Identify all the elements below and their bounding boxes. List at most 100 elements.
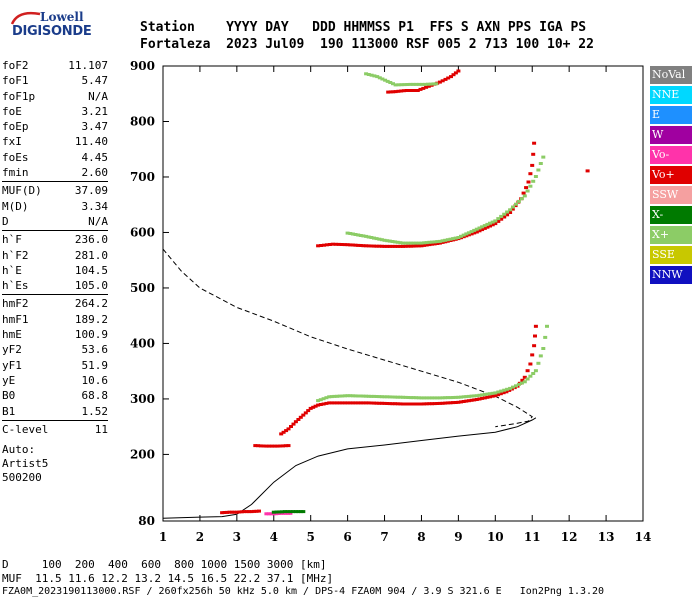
trace-point bbox=[387, 244, 392, 248]
trace-point bbox=[459, 234, 463, 238]
trace-series bbox=[364, 72, 439, 87]
trace-point bbox=[311, 405, 316, 409]
auto-program: Artist5 bbox=[2, 457, 49, 471]
trace-point bbox=[288, 510, 293, 514]
trace-point bbox=[440, 239, 445, 243]
x-tick-label: 7 bbox=[380, 530, 388, 544]
trace-point bbox=[480, 396, 485, 400]
trace-point bbox=[482, 393, 487, 396]
footer-muf: MUF 11.5 11.6 12.2 13.2 14.5 16.5 22.2 3… bbox=[2, 572, 334, 585]
trace-point bbox=[402, 83, 407, 87]
trace-point bbox=[485, 225, 490, 229]
trace-point bbox=[488, 395, 492, 399]
x-tick-label: 6 bbox=[343, 530, 351, 544]
trace-point bbox=[461, 395, 466, 399]
param-name: D bbox=[2, 214, 9, 228]
trace-point bbox=[286, 444, 291, 448]
param-row: M(D) 3.34 bbox=[2, 199, 108, 214]
trace-point bbox=[358, 394, 363, 398]
trace-point bbox=[453, 401, 458, 404]
param-name: MUF(D) bbox=[2, 184, 42, 198]
trace-point bbox=[358, 401, 363, 405]
trace-point bbox=[453, 395, 458, 399]
trace-point bbox=[385, 395, 390, 399]
trace-point bbox=[427, 240, 432, 244]
param-value: N/A bbox=[88, 89, 108, 103]
trace-point bbox=[413, 89, 417, 92]
trace-point bbox=[496, 393, 501, 397]
trace-point bbox=[456, 69, 461, 73]
trace-point bbox=[237, 510, 242, 514]
legend-item: NoVal bbox=[650, 66, 692, 84]
param-row: hmF1 189.2 bbox=[2, 312, 108, 327]
trace-point bbox=[425, 82, 430, 86]
trace-point bbox=[284, 429, 289, 433]
y-tick-label: 600 bbox=[130, 225, 155, 239]
legend-item: X+ bbox=[650, 226, 692, 244]
trace-point bbox=[406, 244, 411, 248]
trace-point bbox=[490, 394, 495, 398]
trace-point bbox=[293, 420, 298, 424]
trace-point bbox=[430, 242, 434, 246]
trace-point bbox=[416, 244, 421, 248]
trace-point bbox=[379, 238, 384, 242]
trace-point bbox=[411, 402, 416, 406]
trace-point bbox=[339, 243, 344, 246]
param-value: 189.2 bbox=[74, 312, 108, 326]
trace-point bbox=[390, 244, 395, 248]
trace-point bbox=[514, 384, 518, 388]
param-row: fxI 11.40 bbox=[2, 134, 108, 149]
y-tick-label: 900 bbox=[130, 59, 155, 73]
trace-point bbox=[316, 244, 321, 248]
trace-point bbox=[437, 241, 442, 245]
trace-point bbox=[440, 401, 445, 405]
param-row: foEs 4.45 bbox=[2, 150, 108, 165]
param-separator bbox=[2, 419, 108, 421]
trace-point bbox=[330, 242, 335, 246]
trace-point bbox=[430, 402, 434, 406]
trace-point bbox=[393, 395, 398, 399]
trace-point bbox=[321, 397, 326, 401]
param-row: hmF2 264.2 bbox=[2, 296, 108, 311]
parameter-table: foF2 11.107 foF1 5.47 foF1p N/A foE 3.21 foEp 3.4… bbox=[2, 58, 108, 485]
trace-point bbox=[253, 444, 258, 448]
trace-point bbox=[528, 374, 533, 378]
trace-point bbox=[395, 240, 400, 244]
trace-point bbox=[303, 411, 308, 415]
trace-series bbox=[271, 510, 306, 514]
trace-point bbox=[536, 361, 541, 365]
trace-point bbox=[385, 79, 390, 83]
trace-point bbox=[327, 401, 332, 405]
trace-point bbox=[406, 396, 411, 399]
trace-point bbox=[414, 396, 419, 400]
trace-point bbox=[374, 237, 379, 241]
trace-point bbox=[403, 244, 408, 248]
trace-point bbox=[488, 392, 492, 396]
trace-point bbox=[261, 444, 266, 448]
trace-point bbox=[390, 240, 395, 243]
trace-point bbox=[446, 76, 451, 80]
param-name: h`Es bbox=[2, 279, 29, 293]
param-value: 3.47 bbox=[81, 120, 109, 134]
trace-point bbox=[364, 244, 369, 248]
trace-point bbox=[543, 335, 548, 339]
trace-point bbox=[345, 401, 350, 405]
trace-point bbox=[437, 396, 442, 400]
param-name: M(D) bbox=[2, 199, 29, 213]
trace-point bbox=[472, 231, 477, 235]
y-tick-label: 800 bbox=[130, 114, 155, 128]
trace-point bbox=[422, 402, 427, 406]
trace-point bbox=[417, 82, 422, 86]
trace-point bbox=[269, 512, 274, 516]
trace-point bbox=[327, 243, 332, 246]
x-tick-label: 14 bbox=[635, 530, 652, 544]
trace-point bbox=[538, 162, 543, 165]
trace-point bbox=[477, 393, 482, 397]
trace-point bbox=[286, 511, 291, 515]
param-row: B0 68.8 bbox=[2, 388, 108, 403]
trace-point bbox=[530, 163, 535, 167]
trace-point bbox=[414, 402, 419, 406]
trace-point bbox=[390, 395, 395, 399]
trace-point bbox=[298, 415, 303, 419]
